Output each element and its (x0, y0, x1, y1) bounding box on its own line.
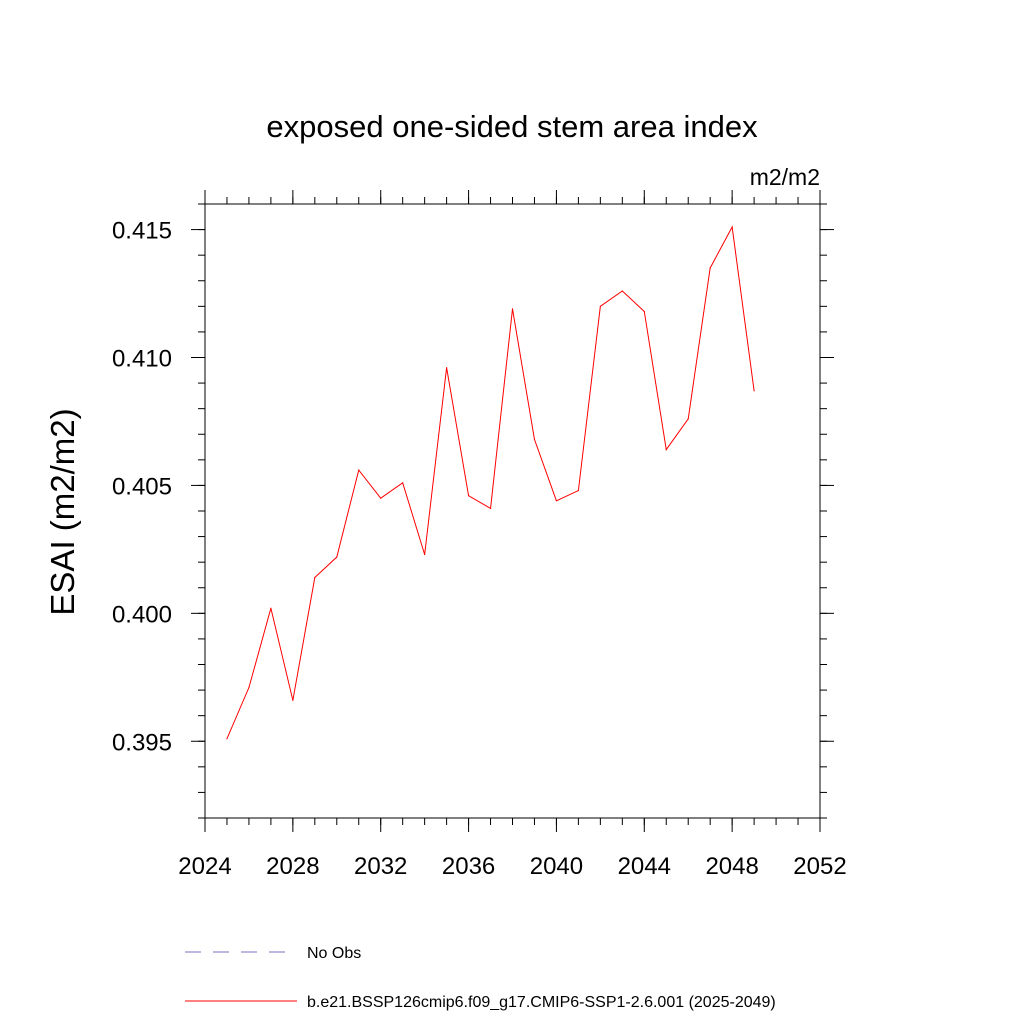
data-point (446, 367, 448, 369)
data-point (511, 308, 514, 310)
data-point (380, 497, 382, 499)
data-point (599, 305, 601, 307)
y-tick-label: 0.395 (112, 729, 172, 756)
data-point (687, 418, 689, 420)
data-point (358, 469, 360, 471)
series-line (226, 225, 755, 739)
chart-title: exposed one-sided stem area index (266, 109, 758, 144)
y-axis-label: ESAI (m2/m2) (44, 408, 81, 615)
data-point (555, 500, 558, 502)
x-tick-label: 2028 (266, 853, 319, 880)
data-point (731, 226, 733, 228)
legend: No Obs b.e21.BSSP126cmip6.f09_g17.CMIP6-… (185, 945, 776, 1011)
data-point (248, 686, 250, 689)
x-tick-label: 2024 (178, 853, 231, 880)
data-point (489, 507, 492, 510)
units-label: m2/m2 (750, 164, 820, 190)
data-point (643, 310, 645, 313)
data-point (467, 495, 470, 497)
data-point (709, 267, 711, 269)
x-tick-labels: 2024 2028 2032 2036 2040 2044 2048 2052 (178, 853, 846, 880)
data-point (314, 576, 316, 579)
legend-label-model-run: b.e21.BSSP126cmip6.f09_g17.CMIP6-SSP1-2.… (307, 994, 776, 1011)
x-tick-label: 2040 (530, 853, 583, 880)
x-tick-label: 2032 (354, 853, 407, 880)
data-point (402, 482, 404, 484)
series-group (226, 225, 755, 740)
data-point (753, 390, 755, 392)
legend-label-no-obs: No Obs (307, 945, 361, 962)
x-tick-label: 2048 (705, 853, 758, 880)
data-point (226, 738, 228, 740)
data-point (270, 607, 272, 609)
y-tick-label: 0.415 (112, 218, 172, 245)
x-tick-label: 2044 (618, 853, 671, 880)
y-tick-labels: 0.395 0.400 0.405 0.410 0.415 (112, 218, 172, 757)
data-point (424, 553, 426, 556)
data-point (621, 290, 623, 292)
x-tick-label: 2036 (442, 853, 495, 880)
y-tick-label: 0.405 (112, 473, 172, 500)
data-point (665, 449, 667, 451)
data-point (577, 489, 579, 492)
data-point (533, 438, 536, 440)
data-point (336, 556, 338, 558)
axis-ticks (191, 190, 834, 832)
y-tick-label: 0.410 (112, 346, 172, 373)
data-point (292, 699, 294, 701)
y-tick-label: 0.400 (112, 601, 172, 628)
plot-frame (204, 203, 821, 819)
x-tick-label: 2052 (793, 853, 846, 880)
